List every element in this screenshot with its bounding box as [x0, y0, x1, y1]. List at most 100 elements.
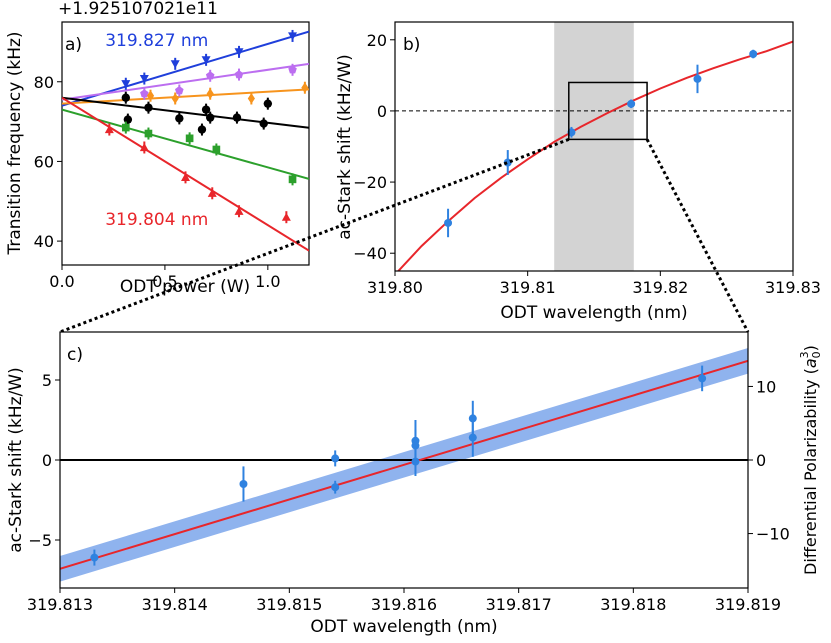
- marker-orange: [301, 82, 309, 94]
- panel-c-x-tick-label: 319.818: [600, 595, 666, 614]
- marker-red: [234, 206, 244, 215]
- panel-c-y-axis-label: ac-Stark shift (kHz/W): [6, 367, 26, 552]
- panel-c-x-axis-label: ODT wavelength (nm): [310, 617, 497, 637]
- right-label-close: ): [801, 345, 820, 351]
- marker-violet: [288, 65, 297, 74]
- marker-red: [207, 188, 217, 197]
- panel-c-point: [411, 441, 420, 450]
- panel-c-x-tick-label: 319.817: [486, 595, 552, 614]
- panel-b-x-tick-label: 319.80: [367, 278, 423, 297]
- panel-b-label: b): [403, 35, 420, 55]
- panel-b-shaded-region: [554, 22, 634, 271]
- right-label-subscript: 0: [810, 351, 823, 358]
- marker-violet: [234, 70, 244, 79]
- panel-c-label: c): [67, 345, 83, 365]
- marker-black: [259, 119, 268, 128]
- fit-line-violet: [62, 62, 309, 101]
- panel-b-y-ticks: −40 −20 0 20: [353, 31, 395, 263]
- panel-b: 319.80 319.81 319.82 319.83 −40 −20 0 20 b) OD…: [335, 21, 821, 323]
- marker-blue: [139, 74, 149, 84]
- panel-b-x-tick-label: 319.82: [632, 278, 688, 297]
- panel-c-y-tick-label: 5: [42, 371, 52, 390]
- panel-c-y-right-tick-label: 0: [756, 451, 766, 470]
- marker-black: [144, 103, 153, 112]
- panel-b-y-axis-label: ac-Stark shift (kHz/W): [335, 54, 355, 239]
- panel-c-x-ticks: 319.813 319.814 319.815 319.816 319.817 319.8…: [27, 588, 781, 614]
- marker-black: [232, 113, 242, 122]
- panel-b-x-tick-label: 319.81: [500, 278, 556, 297]
- panel-a-y-axis-label: Transition frequency (kHz): [5, 31, 25, 255]
- marker-green: [288, 175, 297, 184]
- panel-a-label: a): [65, 35, 82, 55]
- panel-c-y-right-tick-label: 10: [756, 377, 776, 396]
- panel-a-markers: [104, 29, 309, 224]
- panel-c-point: [331, 454, 340, 463]
- zoom-connector-left: [59, 137, 570, 334]
- panel-a-offset-text: +1.925107021e11: [58, 0, 218, 19]
- marker-blue: [234, 48, 244, 57]
- marker-violet: [175, 86, 184, 95]
- panel-c-point: [468, 433, 477, 442]
- marker-black: [197, 125, 207, 134]
- panel-b-point: [627, 99, 636, 108]
- annotation-319-804: 319.804 nm: [105, 210, 208, 230]
- panel-c-x-tick-label: 319.814: [142, 595, 208, 614]
- marker-blue: [201, 56, 211, 65]
- panel-a-y-tick-label: 60: [34, 152, 54, 171]
- panel-b-zoom-box: [568, 81, 648, 141]
- panel-b-point: [444, 218, 453, 227]
- marker-red: [104, 125, 114, 134]
- panel-a: 0.0 0.5 1.0 40 60 80 a) +1.925107021e11 319.…: [5, 0, 310, 297]
- panel-c-y-ticks: −5 0 5: [28, 371, 60, 550]
- panel-b-data-points: [444, 49, 758, 238]
- zoom-connector-right: [645, 138, 750, 333]
- panel-a-y-ticks: 40 60 80: [34, 73, 62, 251]
- marker-blue: [170, 60, 180, 69]
- panel-c-right-y-ticks: −10 0 10: [748, 377, 790, 544]
- panel-b-x-ticks: 319.80 319.81 319.82 319.83: [367, 271, 821, 297]
- panel-c-x-tick-label: 319.819: [715, 595, 781, 614]
- marker-violet: [205, 71, 215, 80]
- panel-b-x-axis-label: ODT wavelength (nm): [500, 303, 687, 323]
- panel-c-y-right-tick-label: −10: [756, 525, 790, 544]
- panel-c-x-tick-label: 319.816: [371, 595, 437, 614]
- panel-b-frame: [394, 21, 794, 272]
- marker-black: [121, 93, 131, 102]
- marker-red: [181, 172, 190, 181]
- panel-c-y-tick-label: 0: [42, 451, 52, 470]
- panel-a-x-axis-label: ODT power (W): [120, 277, 250, 297]
- panel-a-y-tick-label: 80: [34, 73, 54, 92]
- marker-orange: [171, 93, 179, 104]
- marker-black: [201, 105, 211, 114]
- panel-c-point: [411, 457, 420, 466]
- panel-c-point: [698, 374, 707, 383]
- marker-orange: [146, 90, 155, 102]
- panel-c: 319.813 319.814 319.815 319.816 319.817 319.8…: [6, 331, 823, 637]
- marker-red: [139, 142, 149, 152]
- marker-blue: [288, 32, 298, 41]
- panel-c-right-y-axis-label: Differential Polarizability (a03): [798, 345, 823, 575]
- panel-b-y-tick-label: −40: [353, 244, 387, 263]
- marker-orange: [247, 93, 255, 104]
- right-label-main: Differential Polarizability (: [801, 368, 820, 575]
- marker-violet: [140, 89, 149, 98]
- marker-green: [212, 145, 221, 154]
- fit-line-green: [62, 108, 309, 180]
- marker-blue: [121, 80, 131, 89]
- panel-b-x-tick-label: 319.83: [765, 278, 821, 297]
- marker-black: [263, 99, 273, 108]
- panel-a-y-tick-label: 40: [34, 232, 54, 251]
- marker-green: [185, 134, 194, 143]
- annotation-319-827: 319.827 nm: [105, 31, 208, 51]
- panel-b-y-tick-label: 0: [377, 102, 387, 121]
- marker-black: [175, 114, 184, 123]
- marker-red: [281, 212, 291, 221]
- fit-line-orange: [62, 88, 309, 105]
- panel-a-x-tick-label: 1.0: [255, 272, 280, 291]
- panel-b-point: [693, 74, 702, 83]
- panel-c-point: [90, 553, 99, 562]
- marker-green: [144, 129, 153, 138]
- panel-c-x-tick-label: 319.815: [256, 595, 322, 614]
- panel-b-y-tick-label: 20: [367, 31, 387, 50]
